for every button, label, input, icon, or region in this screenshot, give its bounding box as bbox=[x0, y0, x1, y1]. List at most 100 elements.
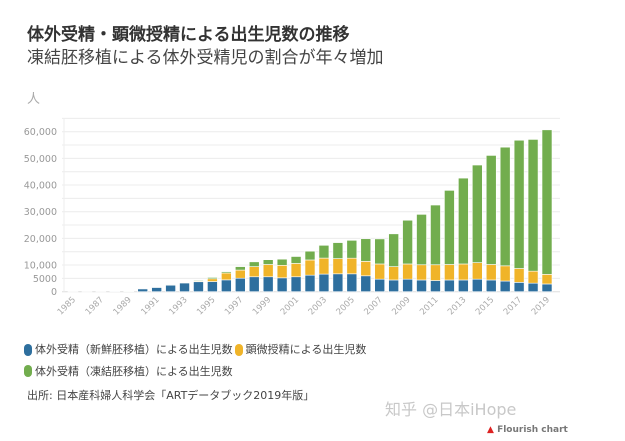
y-tick-label: 20,000 bbox=[24, 234, 57, 245]
bar-segment bbox=[360, 261, 372, 277]
bar-segment bbox=[137, 288, 149, 292]
bar-segment bbox=[485, 279, 497, 293]
bar-segment bbox=[541, 274, 553, 285]
bar-segment bbox=[527, 270, 539, 284]
bar-segment bbox=[430, 204, 441, 266]
bar-segment bbox=[234, 269, 246, 279]
bar-segment bbox=[276, 264, 288, 279]
bar-segment bbox=[304, 259, 316, 276]
bar-segment bbox=[221, 272, 232, 281]
bar-segment bbox=[458, 177, 469, 265]
bar-segment bbox=[248, 266, 260, 278]
bar-segment bbox=[248, 276, 260, 292]
bar-segment bbox=[179, 282, 190, 292]
legend-item-icsi[interactable]: 顕微授精による出生児数 bbox=[234, 340, 367, 359]
legend-item-fresh-ivf[interactable]: 体外受精（新鮮胚移植）による出生児数 bbox=[24, 340, 233, 359]
legend-label: 体外受精（新鮮胚移植）による出生児数 bbox=[35, 343, 233, 356]
bar-segment bbox=[360, 238, 372, 262]
bar-segment bbox=[346, 240, 358, 259]
bar-segment bbox=[527, 282, 539, 292]
bar-segment bbox=[234, 277, 246, 292]
legend: 体外受精（新鮮胚移植）による出生児数 顕微授精による出生児数 体外受精（凍結胚移植… bbox=[24, 340, 444, 383]
bar-segment bbox=[262, 259, 274, 265]
bar-segment bbox=[318, 273, 330, 293]
bar-segment bbox=[458, 263, 469, 281]
bar-segment bbox=[276, 258, 288, 266]
bar-segment bbox=[513, 268, 525, 283]
bar-segment bbox=[444, 279, 455, 293]
bar-segment bbox=[513, 139, 525, 269]
bar-segment bbox=[234, 266, 246, 271]
x-tick-label: 2001 bbox=[279, 295, 301, 317]
y-tick-label: 40,000 bbox=[24, 181, 57, 192]
x-tick-label: 1985 bbox=[56, 295, 78, 317]
x-tick-label: 2009 bbox=[390, 295, 412, 317]
bar-segment bbox=[458, 279, 469, 293]
y-tick-label: 10,000 bbox=[24, 261, 57, 272]
bar-segment bbox=[304, 274, 316, 292]
bar-segment bbox=[402, 278, 413, 292]
x-tick-label: 1991 bbox=[139, 295, 161, 317]
bar-segment bbox=[499, 280, 511, 292]
bar-segment bbox=[304, 250, 316, 261]
bar-segment bbox=[332, 273, 344, 292]
bar-segment bbox=[221, 279, 232, 292]
y-tick-label: 5000 bbox=[33, 274, 57, 285]
bar-segment bbox=[388, 279, 399, 293]
bar-segment bbox=[165, 284, 176, 293]
bar-segment bbox=[402, 219, 413, 265]
bar-segment bbox=[346, 273, 358, 292]
bar-segment bbox=[485, 155, 497, 265]
bar-segment bbox=[360, 275, 372, 292]
bar-segment bbox=[290, 276, 302, 292]
bar-segment bbox=[374, 238, 386, 265]
bar-segment bbox=[276, 277, 288, 293]
bar-segment bbox=[207, 277, 218, 280]
bar-segment bbox=[444, 264, 455, 281]
legend-item-frozen-ivf[interactable]: 体外受精（凍結胚移植）による出生児数 bbox=[24, 362, 233, 381]
legend-label: 顕微授精による出生児数 bbox=[245, 343, 367, 356]
bar-segment bbox=[290, 263, 302, 278]
bar-segment bbox=[388, 233, 399, 267]
x-tick-label: 1995 bbox=[195, 295, 217, 317]
x-tick-label: 2007 bbox=[362, 295, 384, 317]
bar-segment bbox=[290, 256, 302, 264]
x-tick-label: 2017 bbox=[502, 295, 524, 317]
bar-segment bbox=[151, 286, 162, 292]
x-tick-label: 1999 bbox=[251, 295, 273, 317]
bar-segment bbox=[485, 264, 497, 281]
bar-segment bbox=[374, 263, 386, 280]
watermark: 知乎 @日本iHope bbox=[385, 400, 517, 419]
bar-segment bbox=[346, 257, 358, 275]
x-tick-label: 1987 bbox=[84, 295, 106, 317]
x-tick-label: 1989 bbox=[112, 295, 134, 317]
bar-segment bbox=[541, 283, 553, 293]
bar-segment bbox=[193, 281, 204, 293]
x-tick-label: 2003 bbox=[307, 295, 329, 317]
chart-title: 体外受精・顕微授精による出生児数の推移 bbox=[27, 25, 350, 45]
source-note: 出所: 日本産科婦人科学会「ARTデータブック2019年版」 bbox=[27, 389, 315, 402]
flourish-logo[interactable]: ▲ Flourish chart bbox=[487, 424, 568, 436]
bar-segment bbox=[416, 264, 427, 281]
bar-segment bbox=[374, 278, 386, 292]
bar-segment bbox=[318, 245, 330, 259]
bar-segment bbox=[402, 263, 413, 280]
bar-segment bbox=[262, 276, 274, 292]
bar-segment bbox=[262, 264, 274, 278]
y-tick-label: 60,000 bbox=[24, 127, 57, 138]
bar-segment bbox=[207, 281, 218, 293]
bar-segment bbox=[541, 129, 553, 275]
bar-segment bbox=[444, 190, 455, 265]
x-tick-label: 2005 bbox=[335, 295, 357, 317]
y-axis-unit: 人 bbox=[27, 92, 41, 107]
bar-segment bbox=[430, 280, 441, 292]
bar-segment bbox=[332, 242, 344, 259]
flourish-label: Flourish chart bbox=[497, 425, 568, 435]
bar-segment bbox=[430, 264, 441, 281]
bar-segment bbox=[193, 279, 204, 282]
bar-segment bbox=[416, 279, 427, 293]
bar-segment bbox=[221, 271, 232, 274]
x-tick-label: 2011 bbox=[418, 295, 440, 317]
chart-subtitle: 凍結胚移植による体外受精児の割合が年々増加 bbox=[27, 48, 384, 68]
y-tick-label: 0 bbox=[51, 287, 57, 298]
